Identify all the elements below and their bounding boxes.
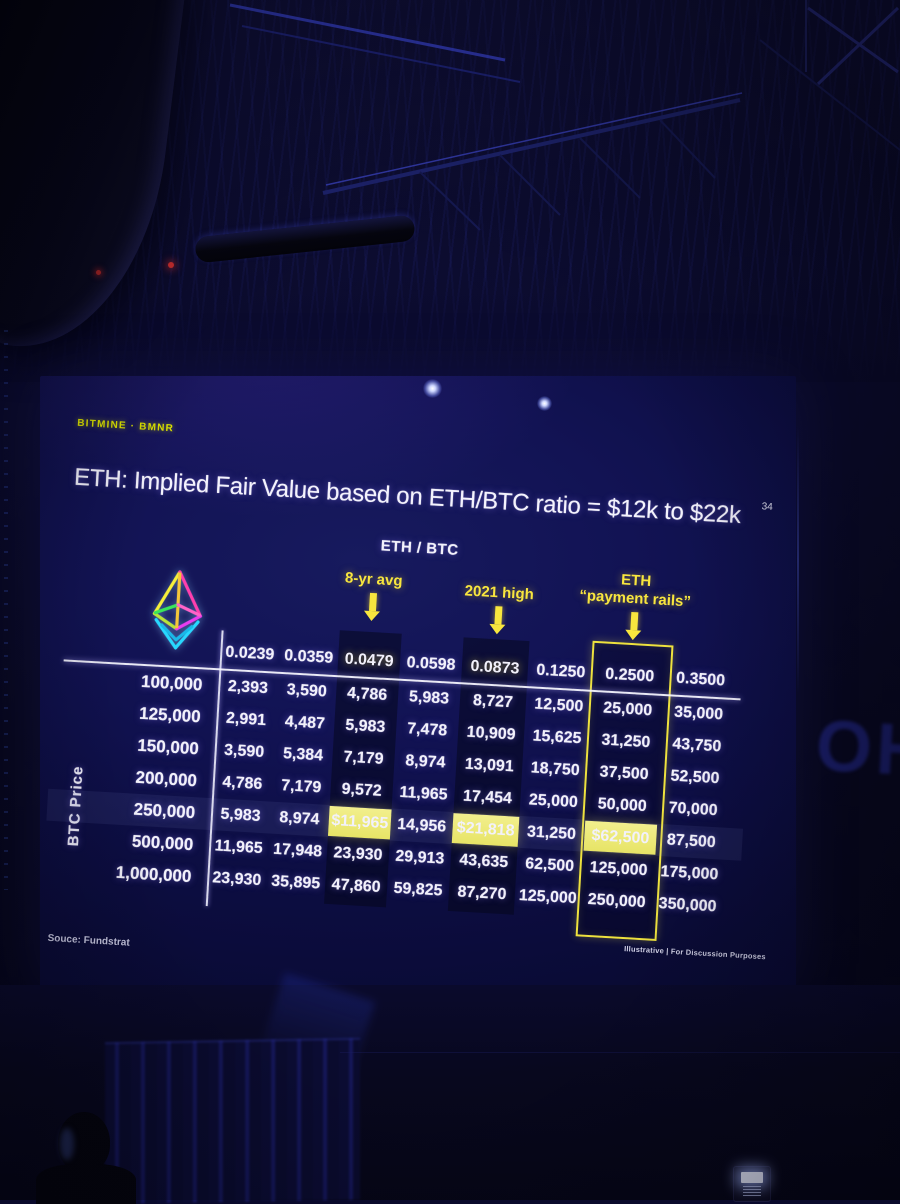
table-cell: 17,948 bbox=[272, 840, 323, 861]
table-cell: 13,091 bbox=[464, 755, 515, 776]
audience-face-light bbox=[60, 1128, 74, 1160]
annotation-label: “payment rails” bbox=[578, 586, 692, 611]
source-note: Souce: Fundstrat bbox=[47, 932, 131, 949]
table-cell: 3,590 bbox=[223, 741, 265, 762]
projection-screen: BITMINE · BMNR 34 ETH: Implied Fair Valu… bbox=[40, 376, 796, 992]
table-cell: 9,572 bbox=[341, 780, 383, 800]
table-cell: 3,590 bbox=[286, 681, 328, 701]
table-cell: 7,478 bbox=[406, 720, 448, 740]
table-cell: 29,913 bbox=[394, 847, 445, 868]
column-annotation: 2021 high bbox=[429, 580, 569, 628]
ratio-header: 0.0598 bbox=[406, 654, 456, 674]
table-cell: 35,895 bbox=[270, 872, 321, 893]
ratio-header: 0.1250 bbox=[535, 661, 586, 682]
stage-curtain bbox=[105, 1037, 360, 1204]
equipment-light bbox=[96, 270, 101, 275]
down-arrow-icon bbox=[629, 611, 638, 631]
table-cell: 87,270 bbox=[456, 883, 507, 904]
device-text-lines bbox=[743, 1186, 761, 1196]
table-cell: 11,965 bbox=[399, 783, 449, 804]
table-cell: 17,454 bbox=[462, 787, 513, 808]
table-cell: 125,000 bbox=[518, 886, 578, 908]
table-cell: 14,956 bbox=[396, 815, 447, 836]
table-cell: 50,000 bbox=[597, 795, 648, 816]
down-arrow-icon bbox=[493, 606, 502, 625]
ratio-header: 0.3500 bbox=[675, 669, 726, 690]
table-cell: 31,250 bbox=[526, 823, 577, 844]
table-cell: 62,500 bbox=[524, 855, 575, 876]
table-cell: 2,991 bbox=[225, 709, 267, 730]
annotation-label: 2021 high bbox=[464, 582, 535, 604]
ratio-header: 0.0873 bbox=[470, 657, 520, 678]
table-cell: 8,727 bbox=[472, 692, 514, 712]
slide: BITMINE · BMNR 34 ETH: Implied Fair Valu… bbox=[20, 376, 810, 1034]
table-cell: 31,250 bbox=[600, 731, 651, 752]
table-cell: $11,965 bbox=[327, 805, 392, 840]
disclaimer: Illustrative | For Discussion Purposes bbox=[623, 944, 766, 962]
table-grid: 0.0239 0.0359 0.0479 0.0598 0.0873 0.1250 0.25… bbox=[57, 618, 737, 924]
screen-edge-highlight bbox=[797, 425, 799, 695]
table-cell: 59,825 bbox=[393, 879, 443, 900]
table-cell: 5,983 bbox=[408, 688, 450, 708]
table-cell: 10,909 bbox=[466, 723, 517, 744]
down-arrow-icon bbox=[368, 592, 377, 612]
ratio-header: 0.0479 bbox=[344, 650, 395, 671]
table-cell: 7,179 bbox=[342, 748, 384, 768]
ratio-header: 0.0239 bbox=[224, 643, 275, 664]
column-annotation: ETH “payment rails” bbox=[558, 568, 711, 635]
table-cell: $62,500 bbox=[583, 820, 658, 855]
table-cell: 5,983 bbox=[220, 805, 261, 825]
page-number: 34 bbox=[761, 501, 774, 513]
ratio-header: 0.0359 bbox=[283, 647, 334, 667]
fair-value-table: 0.0239 0.0359 0.0479 0.0598 0.0873 0.1250 0.25… bbox=[46, 618, 744, 941]
table-cell: 4,786 bbox=[346, 684, 388, 705]
table-cell: 23,930 bbox=[333, 844, 383, 865]
slide-title: ETH: Implied Fair Value based on ETH/BTC… bbox=[73, 463, 742, 530]
table-cell: 15,625 bbox=[532, 727, 582, 748]
table-cell: 18,750 bbox=[530, 759, 581, 780]
table-cell: 125,000 bbox=[589, 859, 648, 880]
table-cell: 175,000 bbox=[660, 863, 719, 884]
brand-label: BITMINE · BMNR bbox=[76, 417, 175, 435]
table-cell: 47,860 bbox=[331, 876, 382, 896]
table-cell: 52,500 bbox=[670, 767, 720, 788]
table-cell: 5,384 bbox=[282, 745, 324, 765]
table-cell: 25,000 bbox=[602, 699, 653, 720]
table-cell: 70,000 bbox=[668, 799, 719, 820]
table-title: ETH / BTC bbox=[380, 537, 460, 559]
back-wall-seam bbox=[340, 1052, 900, 1053]
equipment-light bbox=[168, 262, 174, 268]
table-cell: 25,000 bbox=[528, 791, 579, 812]
confidence-monitor-device bbox=[733, 1166, 771, 1202]
table-cell: 4,487 bbox=[284, 713, 326, 733]
annotation-label: 8-yr avg bbox=[344, 569, 403, 590]
table-cell: 350,000 bbox=[658, 895, 717, 916]
stage-light-glint bbox=[423, 379, 442, 398]
led-strip bbox=[4, 330, 8, 890]
table-cell: 4,786 bbox=[221, 773, 263, 794]
table-cell: 35,000 bbox=[673, 703, 724, 724]
table-cell: 250,000 bbox=[587, 890, 647, 912]
table-cell: 2,393 bbox=[227, 677, 269, 698]
table-cell: 11,965 bbox=[214, 837, 264, 858]
table-cell: 37,500 bbox=[599, 763, 649, 784]
table-cell: 43,635 bbox=[458, 851, 509, 872]
table-cell: 23,930 bbox=[211, 869, 262, 890]
column-annotation: 8-yr avg bbox=[307, 567, 439, 614]
audience-silhouette-shoulders bbox=[36, 1164, 136, 1204]
table-cell: 8,974 bbox=[404, 752, 446, 772]
stage-light-glint bbox=[537, 396, 552, 411]
table-cell: 5,983 bbox=[344, 716, 386, 736]
table-cell: 43,750 bbox=[671, 735, 722, 756]
wall-logo: OH bbox=[813, 706, 900, 792]
table-cell: 12,500 bbox=[533, 695, 584, 716]
table-cell: 87,500 bbox=[666, 831, 717, 852]
annotation-label: ETH bbox=[620, 571, 652, 591]
device-screen bbox=[741, 1172, 763, 1183]
table-cell: $21,818 bbox=[451, 813, 520, 847]
table-cell: 7,179 bbox=[280, 777, 322, 797]
table-cell: 8,974 bbox=[278, 809, 320, 829]
ratio-header: 0.2500 bbox=[604, 665, 655, 686]
